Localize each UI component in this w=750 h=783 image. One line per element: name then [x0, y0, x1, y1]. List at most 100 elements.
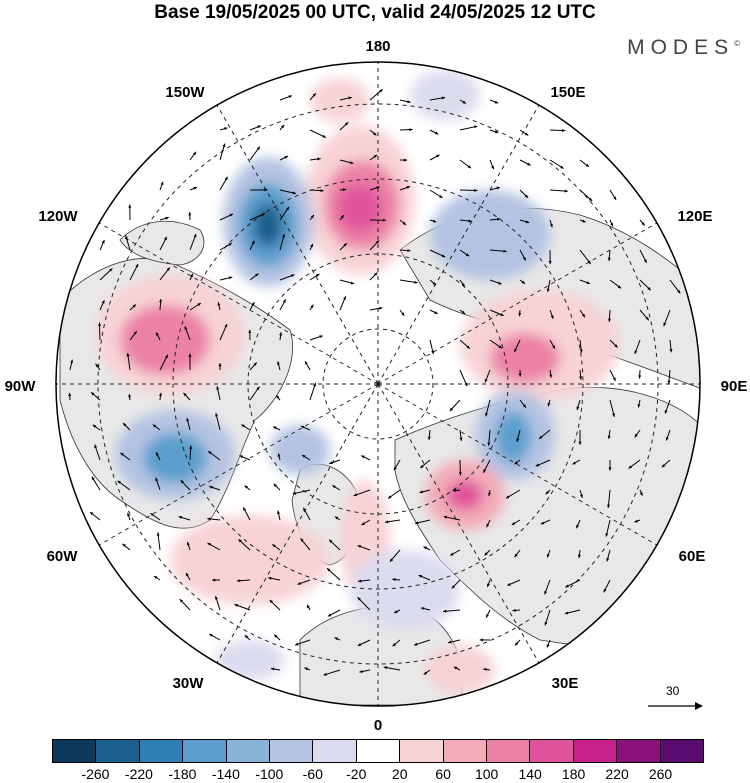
wind-vector: [579, 369, 583, 380]
wind-vector: [279, 299, 287, 311]
wind-vector: [535, 459, 551, 467]
wind-vector: [576, 399, 581, 411]
wind-vector: [459, 369, 468, 387]
wind-vector: [399, 248, 411, 253]
wind-vector: [486, 579, 491, 588]
wind-vector: [334, 637, 341, 641]
wind-vector: [369, 88, 383, 101]
map-title: Base 19/05/2025 00 UTC, valid 24/05/2025…: [154, 2, 596, 23]
wind-vector: [383, 666, 401, 671]
colorbar-tick-label: -60: [302, 766, 323, 782]
wind-vector: [244, 485, 251, 491]
colorbar-tick-label: 220: [605, 766, 629, 782]
wind-vector: [516, 429, 521, 442]
anomaly-negative: [143, 433, 207, 483]
lon-label-120e: 120E: [677, 208, 712, 225]
colorbar-tick-label: -180: [168, 766, 197, 782]
wind-vector: [189, 302, 202, 311]
wind-vector: [512, 608, 521, 612]
wind-vector: [667, 369, 671, 384]
wind-vector: [339, 242, 348, 251]
wind-vector: [429, 279, 437, 286]
colorbar-cell: [530, 740, 574, 762]
wind-vector: [413, 639, 431, 646]
wind-vector: [249, 386, 260, 401]
wind-vector: [564, 609, 581, 615]
wind-vector: [219, 323, 228, 341]
lon-label-60w: 60W: [47, 548, 79, 565]
wind-vector: [302, 507, 311, 521]
wind-vector: [579, 219, 586, 223]
colorbar-tick-label: -100: [255, 766, 284, 782]
wind-vector: [514, 549, 521, 558]
wind-vector: [399, 309, 405, 317]
wind-vector: [489, 217, 501, 221]
wind-vector: [99, 239, 105, 251]
wind-vector: [269, 599, 281, 611]
wind-vector: [519, 189, 529, 199]
wind-vector: [292, 489, 311, 495]
anomaly-negative: [350, 550, 460, 630]
wind-vector: [125, 235, 131, 251]
colorbar-tick-label: -260: [81, 766, 110, 782]
wind-vector: [189, 273, 194, 281]
wind-vector: [90, 391, 101, 401]
wind-vector: [549, 159, 564, 169]
wind-vector: [159, 354, 169, 371]
wind-vector: [369, 306, 383, 311]
wind-vector: [369, 218, 386, 222]
meridian-line: [377, 383, 658, 546]
wind-vector: [219, 127, 228, 131]
wind-vector: [548, 249, 552, 265]
wind-vector: [339, 279, 355, 285]
wind-vector: [129, 263, 139, 281]
colorbar-cell: [96, 740, 140, 762]
wind-vector: [549, 189, 568, 193]
colorbar: [52, 739, 704, 763]
wind-vector: [239, 455, 251, 461]
wind-vector: [486, 519, 491, 528]
colorbar-cell: [356, 740, 401, 762]
wind-vector: [605, 519, 611, 537]
wind-vector: [300, 425, 311, 431]
wind-vector: [442, 609, 461, 613]
wind-vector: [188, 212, 192, 221]
wind-vector: [389, 549, 401, 563]
wind-vector: [639, 249, 648, 264]
wind-vector: [572, 459, 581, 465]
wind-vector: [309, 189, 324, 193]
wind-vector: [277, 361, 281, 371]
reference-vector-arrow: [648, 702, 703, 710]
wind-vector: [518, 309, 522, 317]
lon-label-0: 0: [374, 717, 382, 734]
wind-vector: [91, 476, 101, 491]
polar-map: 180 150E 120E 90E 60E 30E 0 30W 60W 90W …: [5, 38, 748, 734]
wind-vector: [306, 604, 311, 611]
colorbar-tick-label: 100: [474, 766, 499, 782]
wind-vector: [272, 543, 281, 551]
wind-vector: [186, 541, 191, 551]
wind-vector: [399, 128, 413, 132]
wind-vector: [152, 424, 161, 431]
wind-vector: [270, 667, 281, 671]
wind-vector: [279, 189, 297, 195]
wind-vector: [459, 99, 467, 104]
wind-vector: [415, 519, 431, 525]
wind-vector: [242, 507, 251, 521]
wind-vector: [639, 279, 652, 291]
wind-vector: [609, 219, 614, 227]
wind-vector: [578, 429, 582, 445]
wind-vector: [309, 273, 320, 281]
wind-vector: [459, 125, 478, 131]
wind-vector: [545, 489, 551, 495]
wind-vector: [519, 129, 529, 136]
wind-vector: [479, 638, 491, 642]
wind-vector: [359, 669, 371, 674]
wind-vector: [128, 393, 132, 401]
wind-vector: [418, 574, 431, 581]
wind-vector: [393, 459, 401, 471]
colorbar-tick-label: 260: [648, 766, 673, 782]
latitude-circle: [172, 178, 584, 590]
copyright-mark: ©: [734, 39, 740, 48]
brand-text: MODES: [627, 36, 735, 59]
